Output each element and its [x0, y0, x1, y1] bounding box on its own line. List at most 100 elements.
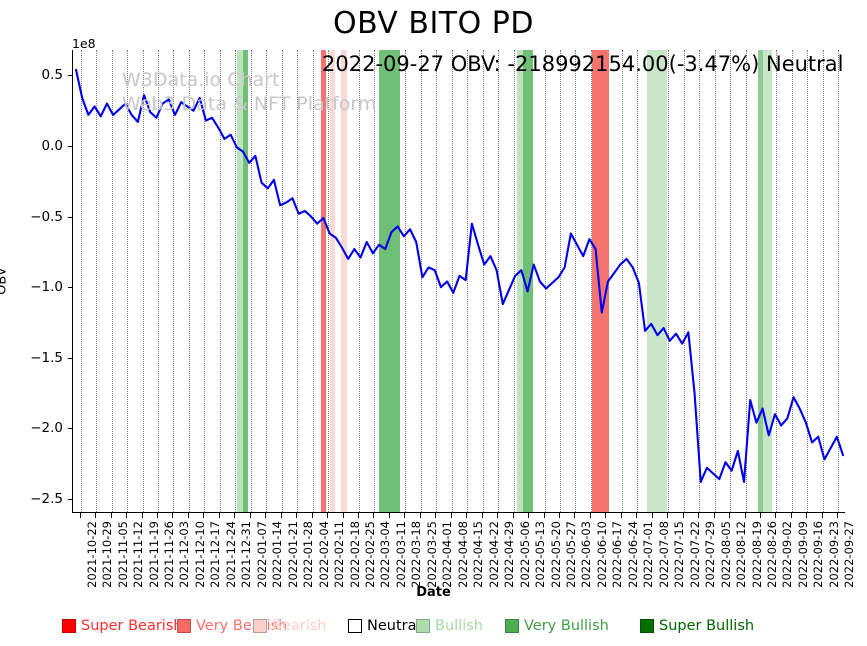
grid-line	[173, 50, 175, 512]
plot-area	[72, 50, 845, 513]
grid-line	[436, 50, 438, 512]
legend-label: Super Bullish	[659, 618, 755, 634]
x-tick-mark	[404, 513, 406, 518]
grid-line	[559, 50, 561, 512]
x-tick-label: 2022-08-12	[734, 521, 749, 588]
x-tick-label: 2021-12-24	[223, 521, 238, 588]
legend-swatch-icon	[640, 619, 654, 633]
y-tick-mark	[68, 75, 72, 77]
x-tick-mark	[296, 513, 298, 518]
grid-line	[683, 50, 685, 512]
x-tick-mark	[342, 513, 344, 518]
signal-band-bullish	[763, 50, 772, 512]
x-tick-label: 2022-01-21	[285, 521, 300, 588]
x-tick-mark	[280, 513, 282, 518]
x-tick-label: 2022-04-08	[455, 521, 470, 588]
y-tick-label: −1.5	[30, 349, 63, 366]
x-tick-label: 2022-09-09	[795, 521, 810, 588]
signal-band-super-bearish	[321, 50, 326, 512]
y-tick-label: −2.5	[30, 490, 63, 507]
legend-item-neutral[interactable]: Neutral	[348, 618, 421, 634]
legend-item-bearish[interactable]: Bearish	[253, 618, 327, 634]
signal-band-very-bullish	[243, 50, 248, 512]
grid-line	[281, 50, 283, 512]
x-tick-mark	[187, 513, 189, 518]
y-tick-label: −0.5	[30, 208, 63, 225]
x-tick-label: 2022-09-27	[842, 521, 857, 588]
x-tick-mark	[651, 513, 653, 518]
grid-line	[575, 50, 577, 512]
x-tick-mark	[558, 513, 560, 518]
x-tick-label: 2021-12-10	[192, 521, 207, 588]
x-tick-mark	[265, 513, 267, 518]
x-tick-mark	[528, 513, 530, 518]
legend-label: Very Bullish	[524, 618, 609, 634]
x-tick-label: 2022-03-11	[393, 521, 408, 588]
x-tick-label: 2022-02-11	[332, 521, 347, 588]
y-tick-label: −2.0	[30, 420, 63, 437]
x-tick-label: 2022-05-27	[563, 521, 578, 588]
grid-line	[374, 50, 376, 512]
x-tick-label: 2022-04-29	[502, 521, 517, 588]
x-tick-mark	[373, 513, 375, 518]
legend-item-super-bearish[interactable]: Super Bearish	[62, 618, 183, 634]
x-tick-label: 2022-05-06	[517, 521, 532, 588]
x-tick-mark	[775, 513, 777, 518]
grid-line	[328, 50, 330, 512]
grid-line	[513, 50, 515, 512]
x-tick-mark	[790, 513, 792, 518]
x-tick-mark	[358, 513, 359, 518]
x-tick-mark	[682, 513, 684, 518]
signal-band-super-bearish	[592, 50, 609, 512]
grid-line	[668, 50, 670, 512]
legend-item-bullish[interactable]: Bullish	[416, 618, 483, 634]
x-tick-label: 2022-06-17	[610, 521, 625, 588]
grid-line	[838, 50, 840, 512]
x-tick-mark	[327, 513, 329, 518]
x-tick-mark	[713, 513, 715, 518]
x-tick-mark	[95, 513, 97, 518]
grid-line	[297, 50, 299, 512]
legend-label: Super Bearish	[81, 618, 183, 634]
legend-item-very-bullish[interactable]: Very Bullish	[505, 618, 609, 634]
signal-band-bearish	[341, 50, 347, 512]
x-tick-label: 2021-10-22	[84, 521, 99, 588]
x-tick-mark	[667, 513, 669, 518]
x-tick-mark	[79, 513, 81, 518]
x-tick-mark	[620, 513, 622, 518]
x-tick-mark	[821, 513, 823, 518]
grid-line	[111, 50, 113, 512]
x-tick-label: 2022-03-04	[378, 521, 393, 588]
y-tick-mark	[68, 357, 72, 359]
x-tick-mark	[234, 513, 236, 518]
grid-line	[204, 50, 206, 512]
x-tick-mark	[311, 513, 313, 518]
signal-band-bullish	[647, 50, 667, 512]
signal-band-bullish	[237, 50, 243, 512]
x-tick-label: 2022-07-08	[656, 521, 671, 588]
x-tick-mark	[157, 513, 159, 518]
x-tick-label: 2022-09-23	[826, 521, 841, 588]
x-tick-mark	[698, 513, 700, 518]
y-axis-exponent-label: 1e8	[72, 36, 96, 51]
x-tick-mark	[126, 513, 128, 518]
signal-band-bearish	[330, 50, 335, 512]
x-tick-mark	[419, 513, 421, 518]
grid-line	[791, 50, 793, 512]
legend-item-super-bullish[interactable]: Super Bullish	[640, 618, 754, 634]
x-tick-label: 2022-02-18	[347, 521, 362, 588]
legend: Super Bearish Very Bearish Bearish Neutral B…	[0, 618, 867, 642]
x-tick-label: 2022-03-25	[424, 521, 439, 588]
x-tick-mark	[141, 513, 143, 518]
x-tick-mark	[806, 513, 808, 518]
x-tick-label: 2022-05-20	[548, 521, 563, 588]
page-title: OBV BITO PD	[333, 6, 534, 41]
x-tick-mark	[759, 513, 761, 518]
grid-line	[235, 50, 237, 512]
x-axis-label: Date	[416, 585, 451, 600]
legend-swatch-icon	[177, 619, 191, 633]
grid-line	[127, 50, 129, 512]
signal-band-bullish	[517, 50, 523, 512]
x-tick-label: 2021-11-12	[131, 521, 146, 588]
grid-line	[699, 50, 701, 512]
